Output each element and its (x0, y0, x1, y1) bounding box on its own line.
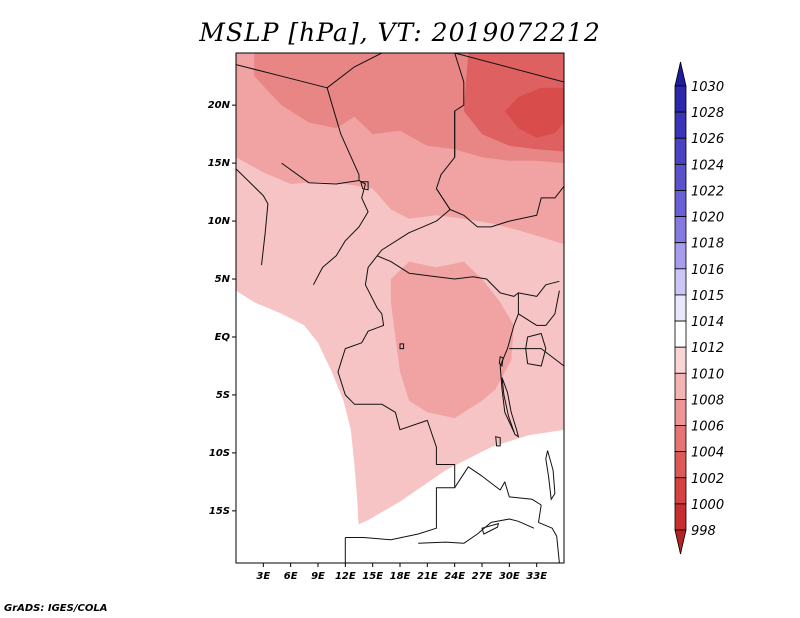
lon-tick-label: 6E (284, 571, 298, 582)
colorbar-label: 1028 (691, 106, 724, 121)
country-border (538, 504, 560, 563)
lake-mweru (495, 436, 501, 447)
lake-tanganyika (501, 377, 520, 438)
country-border (312, 87, 369, 286)
lon-tick-label: 30E (499, 571, 520, 582)
colorbar-segment (674, 399, 687, 426)
axis-layer: 3E 6E 9E 12E 15E 18E 21E 24E 27E 30E 33E 20N 15N 10N 5… (208, 100, 548, 582)
colorbar-label: 1000 (691, 498, 724, 513)
country-border (236, 168, 269, 266)
pressure-region-band-1014 (345, 429, 564, 563)
colorbar-label: 1002 (691, 472, 724, 487)
colorbar-label: 1020 (691, 211, 724, 226)
colorbar-label: 998 (691, 524, 716, 539)
lon-tick-label: 15E (362, 571, 383, 582)
lon-tick-label: 27E (472, 571, 493, 582)
colorbar-label: 1024 (691, 158, 724, 173)
colorbar-label: 1014 (691, 315, 724, 330)
colorbar-segment (674, 320, 687, 348)
country-border (499, 292, 519, 433)
colorbar-segment (674, 346, 687, 374)
colorbar-segment (674, 190, 687, 217)
country-border (509, 348, 564, 367)
country-border (236, 53, 465, 396)
lon-tick-label: 9E (311, 571, 325, 582)
pressure-region-west-1014 (236, 290, 359, 563)
country-border (281, 162, 360, 185)
colorbar-label: 1030 (691, 80, 724, 95)
lon-tick-label: 21E (417, 571, 438, 582)
pressure-region-core-1008 (390, 261, 514, 419)
colorbar-segment (674, 111, 687, 139)
colorbar-segment (674, 372, 687, 400)
lake-tumba (399, 343, 405, 350)
chart-title: MSLP [hPa], VT: 2019072212 (199, 18, 601, 47)
lon-tick-label: 33E (526, 571, 547, 582)
colorbar-label: 1018 (691, 237, 724, 252)
colorbar-segment (674, 137, 687, 165)
lat-tick-label: 5N (215, 274, 231, 285)
colorbar-min-triangle (674, 529, 687, 555)
colorbar-segment (674, 163, 687, 191)
lake-chad (360, 181, 369, 191)
colorbar-segment (674, 503, 687, 531)
lat-tick-label: 15S (209, 506, 230, 517)
colorbar-segment (674, 268, 687, 296)
lon-tick-label: 18E (390, 571, 411, 582)
colorbar: 1030 1028 1026 1024 1022 1020 1018 1016 1015 1014… (674, 61, 724, 555)
country-border (418, 518, 535, 544)
colorbar-label: 1012 (691, 341, 724, 356)
colorbar-segment (674, 477, 687, 505)
country-border-layer (236, 53, 564, 563)
colorbar-segment (674, 425, 687, 453)
lat-tick-label: 10N (208, 216, 231, 227)
lat-tick-label: EQ (215, 332, 231, 343)
pressure-region-core-1002 (504, 87, 564, 138)
lake-kariba (481, 522, 500, 535)
lon-tick-label: 24E (444, 571, 465, 582)
lake-kivu (498, 356, 504, 368)
lake-layer (360, 181, 556, 535)
country-border (454, 53, 564, 83)
colorbar-label: 1008 (691, 393, 724, 408)
country-border (377, 255, 560, 297)
lat-tick-label: 5S (216, 390, 230, 401)
credit-text: GrADS: IGES/COLA (4, 603, 108, 614)
lon-tick-label: 3E (256, 571, 270, 582)
lon-tick-label: 12E (335, 571, 356, 582)
lake-victoria (525, 332, 547, 367)
colorbar-label: 1026 (691, 132, 724, 147)
country-border (518, 290, 560, 326)
colorbar-label: 1010 (691, 367, 724, 382)
colorbar-segment (674, 294, 687, 322)
country-border (454, 466, 542, 506)
lat-tick-label: 20N (208, 100, 231, 111)
lat-tick-label: 10S (209, 448, 230, 459)
pressure-fill-layer (236, 53, 564, 563)
country-border (435, 185, 564, 228)
colorbar-segment (674, 242, 687, 270)
colorbar-segment (674, 216, 687, 244)
colorbar-label: 1004 (691, 446, 724, 461)
colorbar-segment (674, 85, 687, 113)
lake-malawi (545, 450, 556, 501)
colorbar-label: 1016 (691, 263, 724, 278)
colorbar-label: 1006 (691, 420, 724, 435)
colorbar-label: 1015 (691, 289, 724, 304)
colorbar-label: 1022 (691, 184, 724, 199)
colorbar-segment (674, 451, 687, 479)
colorbar-max-triangle (674, 61, 687, 87)
country-border (344, 394, 456, 541)
lat-tick-label: 15N (208, 158, 231, 169)
